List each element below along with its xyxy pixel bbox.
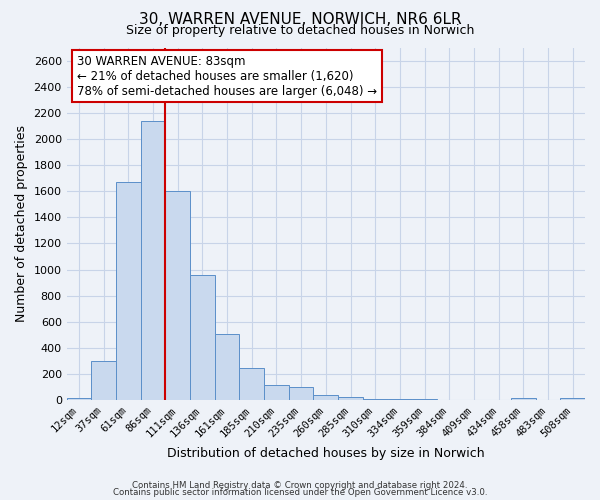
Bar: [166, 191, 190, 400]
Bar: [141, 120, 166, 400]
X-axis label: Distribution of detached houses by size in Norwich: Distribution of detached houses by size …: [167, 447, 485, 460]
Bar: [511, 398, 536, 400]
Text: Size of property relative to detached houses in Norwich: Size of property relative to detached ho…: [126, 24, 474, 37]
Bar: [190, 275, 215, 400]
Bar: [363, 399, 388, 400]
Bar: [560, 398, 585, 400]
Bar: [239, 368, 264, 400]
Bar: [215, 334, 239, 400]
Bar: [338, 396, 363, 400]
Bar: [313, 395, 338, 400]
Text: 30, WARREN AVENUE, NORWICH, NR6 6LR: 30, WARREN AVENUE, NORWICH, NR6 6LR: [139, 12, 461, 28]
Bar: [67, 398, 91, 400]
Text: Contains HM Land Registry data © Crown copyright and database right 2024.: Contains HM Land Registry data © Crown c…: [132, 480, 468, 490]
Bar: [91, 361, 116, 400]
Text: 30 WARREN AVENUE: 83sqm
← 21% of detached houses are smaller (1,620)
78% of semi: 30 WARREN AVENUE: 83sqm ← 21% of detache…: [77, 54, 377, 98]
Y-axis label: Number of detached properties: Number of detached properties: [15, 126, 28, 322]
Text: Contains public sector information licensed under the Open Government Licence v3: Contains public sector information licen…: [113, 488, 487, 497]
Bar: [289, 387, 313, 400]
Bar: [264, 384, 289, 400]
Bar: [388, 399, 412, 400]
Bar: [116, 182, 141, 400]
